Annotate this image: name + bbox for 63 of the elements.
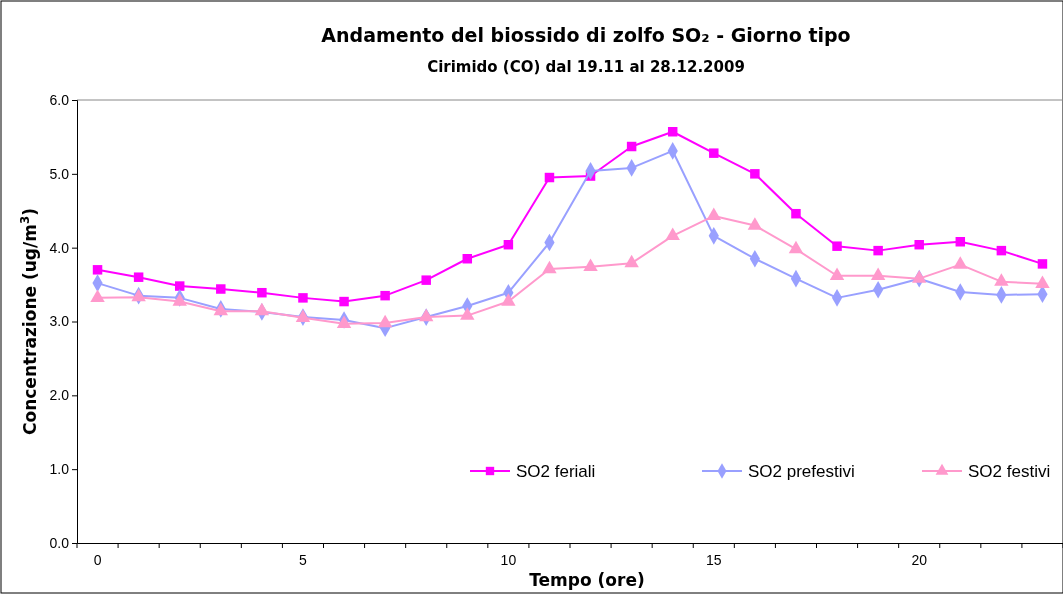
point — [953, 256, 968, 269]
legend-label: SO2 prefestivi — [748, 462, 855, 481]
point — [421, 275, 431, 285]
point — [665, 227, 680, 241]
point — [829, 267, 845, 280]
point — [747, 217, 763, 230]
y-tick-label: 4.0 — [49, 239, 70, 256]
point — [460, 307, 475, 320]
point — [92, 265, 103, 275]
point — [257, 287, 267, 298]
point — [254, 302, 270, 316]
point — [914, 239, 924, 250]
y-tick-label: 0.0 — [49, 534, 70, 551]
point — [750, 169, 760, 179]
point — [133, 272, 144, 282]
point — [667, 127, 678, 137]
point — [832, 241, 842, 251]
y-tick-label: 5.0 — [49, 165, 70, 182]
x-tick-label: 20 — [911, 551, 928, 568]
point — [870, 267, 886, 280]
point — [174, 281, 185, 291]
point — [996, 245, 1007, 256]
x-tick-label: 5 — [299, 551, 308, 568]
point — [955, 237, 966, 247]
point — [295, 309, 311, 322]
y-tick-label: 3.0 — [49, 313, 70, 330]
point — [380, 290, 390, 301]
x-tick-label: 15 — [706, 551, 722, 568]
point — [624, 254, 639, 268]
point — [626, 141, 637, 152]
y-tick-label: 2.0 — [49, 387, 70, 404]
point — [377, 314, 393, 328]
chart-subtitle: Cirimido (CO) dal 19.11 al 28.12.2009 — [427, 58, 745, 76]
point — [788, 240, 804, 254]
x-tick-label: 0 — [93, 551, 102, 568]
point — [419, 308, 434, 322]
point — [1035, 275, 1050, 289]
y-tick-label: 6.0 — [49, 91, 70, 108]
point — [503, 239, 514, 250]
legend-label: SO2 feriali — [516, 462, 596, 481]
point — [216, 284, 226, 294]
point — [994, 273, 1009, 286]
point — [336, 315, 352, 328]
point — [873, 245, 883, 256]
point — [462, 254, 473, 264]
legend-label: SO2 festivi — [968, 462, 1051, 481]
point — [544, 172, 555, 183]
x-tick-label: 10 — [500, 551, 517, 568]
point — [583, 258, 598, 272]
chart-title: Andamento del biossido di zolfo SO₂ - Giorno tipo — [321, 24, 851, 46]
point — [172, 293, 187, 306]
point — [706, 207, 721, 221]
point — [912, 270, 927, 283]
point — [791, 208, 801, 219]
point — [542, 260, 557, 274]
point — [298, 293, 308, 303]
point — [709, 148, 719, 158]
point — [90, 289, 105, 303]
y-tick-label: 1.0 — [49, 461, 70, 478]
point — [501, 293, 516, 306]
x-axis-title: Tempo (ore) — [529, 570, 645, 590]
point — [339, 296, 349, 307]
point — [1037, 259, 1048, 269]
